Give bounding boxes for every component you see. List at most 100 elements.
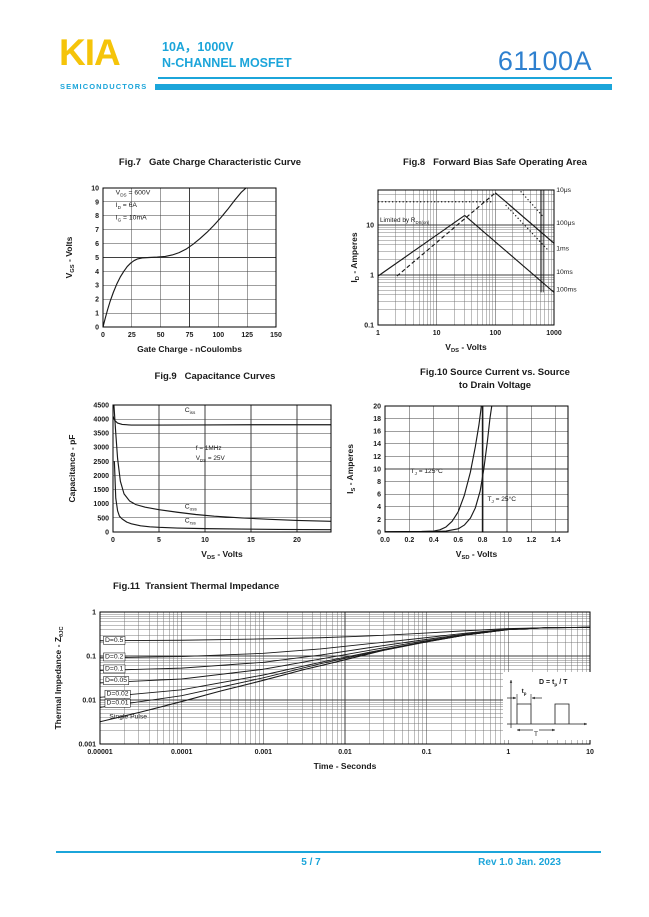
svg-text:0: 0 (111, 537, 115, 544)
svg-text:50: 50 (157, 332, 165, 339)
svg-text:1.4: 1.4 (551, 537, 561, 544)
revision-label: Rev 1.0 Jan. 2023 (478, 857, 561, 868)
svg-text:VDS = 25V: VDS = 25V (196, 455, 226, 463)
svg-text:T: T (534, 731, 538, 738)
svg-text:0.2: 0.2 (405, 537, 415, 544)
svg-text:2500: 2500 (93, 459, 109, 466)
svg-text:1: 1 (92, 609, 96, 616)
svg-text:7: 7 (95, 227, 99, 234)
svg-text:Coss: Coss (185, 504, 198, 512)
svg-text:100ms: 100ms (556, 286, 577, 293)
svg-text:0.8: 0.8 (478, 537, 488, 544)
svg-text:16: 16 (373, 429, 381, 436)
svg-text:0.01: 0.01 (82, 697, 96, 704)
svg-text:125: 125 (241, 332, 253, 339)
svg-text:D=0.5: D=0.5 (105, 637, 124, 644)
svg-text:4: 4 (377, 504, 381, 511)
svg-text:12: 12 (373, 454, 381, 461)
svg-text:10: 10 (91, 185, 99, 192)
svg-text:75: 75 (186, 332, 194, 339)
svg-text:0.6: 0.6 (453, 537, 463, 544)
svg-text:1000: 1000 (546, 330, 562, 337)
svg-text:150: 150 (270, 332, 282, 339)
svg-text:2000: 2000 (93, 473, 109, 480)
svg-text:1: 1 (370, 272, 374, 279)
fig11-chart: tp T D = tp / T 0.00001 0.0001 0.001 0.01 0.1 1 1… (55, 609, 594, 771)
svg-text:18: 18 (373, 416, 381, 423)
svg-text:Capacitance - pF: Capacitance - pF (67, 434, 77, 502)
svg-text:10ms: 10ms (556, 269, 573, 276)
svg-text:TJ = 125°C: TJ = 125°C (411, 467, 443, 476)
svg-text:Thermal Impedance - ZθJC: Thermal Impedance - ZθJC (55, 626, 65, 729)
header-thin-rule (158, 77, 612, 79)
fig11-title: Fig.11 Transient Thermal Impedance (113, 581, 280, 592)
fig7-gate-charge-figure: Fig.7 Gate Charge Characteristic Curve 0… (55, 156, 365, 370)
svg-text:0.0001: 0.0001 (171, 749, 193, 756)
svg-text:100μs: 100μs (556, 220, 575, 227)
svg-text:0.0: 0.0 (380, 537, 390, 544)
fig8-soa-figure: Fig.8 Forward Bias Safe Operating Area 1… (345, 156, 645, 370)
svg-text:100: 100 (489, 330, 501, 337)
svg-text:4500: 4500 (93, 402, 109, 409)
svg-text:D=0.05: D=0.05 (105, 677, 127, 684)
svg-text:0: 0 (101, 332, 105, 339)
svg-text:5: 5 (95, 255, 99, 262)
svg-text:3: 3 (95, 283, 99, 290)
svg-text:ID - Amperes: ID - Amperes (349, 232, 361, 282)
svg-text:D=0.02: D=0.02 (106, 691, 128, 698)
svg-text:8: 8 (95, 213, 99, 220)
fig10-title: Fig.10 Source Current vs. Source to Drai… (420, 367, 570, 391)
svg-text:25: 25 (128, 332, 136, 339)
svg-text:0.4: 0.4 (429, 537, 439, 544)
fig9-title: Fig.9 Capacitance Curves (154, 371, 276, 382)
svg-text:20: 20 (373, 403, 381, 410)
svg-text:D=0.2: D=0.2 (105, 653, 124, 660)
svg-text:1.0: 1.0 (502, 537, 512, 544)
svg-text:0.001: 0.001 (78, 741, 96, 748)
kia-logo: KIA (59, 32, 121, 73)
svg-text:10: 10 (373, 466, 381, 473)
svg-text:10: 10 (366, 222, 374, 229)
svg-text:IS - Amperes: IS - Amperes (345, 444, 357, 494)
svg-text:Crss: Crss (185, 518, 197, 526)
svg-text:VGS - Volts: VGS - Volts (64, 236, 76, 278)
svg-text:9: 9 (95, 199, 99, 206)
header-thick-rule (155, 84, 612, 90)
fig8-title: Fig.8 Forward Bias Safe Operating Area (403, 157, 587, 168)
svg-text:0: 0 (105, 529, 109, 536)
device-type: N-CHANNEL MOSFET (162, 56, 292, 70)
svg-text:1500: 1500 (93, 487, 109, 494)
svg-text:f = 1MHz: f = 1MHz (196, 445, 222, 452)
svg-text:0.001: 0.001 (255, 749, 273, 756)
svg-text:10: 10 (201, 537, 209, 544)
svg-text:1ms: 1ms (556, 245, 569, 252)
svg-text:0.1: 0.1 (422, 749, 432, 756)
fig7-title: Fig.7 Gate Charge Characteristic Curve (118, 157, 302, 168)
fig9-capacitance-figure: Fig.9 Capacitance Curves 0 5 10 15 20 0 500 100… (55, 370, 375, 578)
svg-text:TJ = 25°C: TJ = 25°C (487, 495, 516, 504)
svg-text:0: 0 (95, 324, 99, 331)
device-summary: 10A，1000V N-CHANNEL MOSFET (162, 39, 292, 71)
svg-text:8: 8 (377, 479, 381, 486)
fig9-chart: 0 5 10 15 20 0 500 1000 1500 2000 2500 3000 3500 4000… (67, 402, 332, 561)
footer-rule (56, 851, 601, 853)
svg-text:2: 2 (377, 517, 381, 524)
svg-text:ID = 6A: ID = 6A (116, 202, 138, 210)
svg-text:100: 100 (212, 332, 224, 339)
svg-text:tp: tp (522, 688, 527, 696)
svg-text:VSD - Volts: VSD - Volts (456, 549, 498, 561)
svg-text:D=0.01: D=0.01 (106, 700, 128, 707)
svg-text:0.1: 0.1 (86, 653, 96, 660)
svg-text:VDS = 600V: VDS = 600V (116, 189, 151, 197)
page-number: 5 / 7 (301, 857, 321, 868)
svg-text:1: 1 (376, 330, 380, 337)
svg-text:VDS - Volts: VDS - Volts (201, 549, 243, 561)
svg-text:2: 2 (95, 297, 99, 304)
svg-text:14: 14 (373, 441, 381, 448)
svg-text:3000: 3000 (93, 445, 109, 452)
fig7-chart: 0 25 50 75 100 125 150 0 1 2 3 4 5 6 7 8 9 10 Gate Charge … (64, 185, 282, 354)
svg-text:1000: 1000 (93, 501, 109, 508)
svg-text:10: 10 (433, 330, 441, 337)
svg-text:1: 1 (95, 311, 99, 318)
